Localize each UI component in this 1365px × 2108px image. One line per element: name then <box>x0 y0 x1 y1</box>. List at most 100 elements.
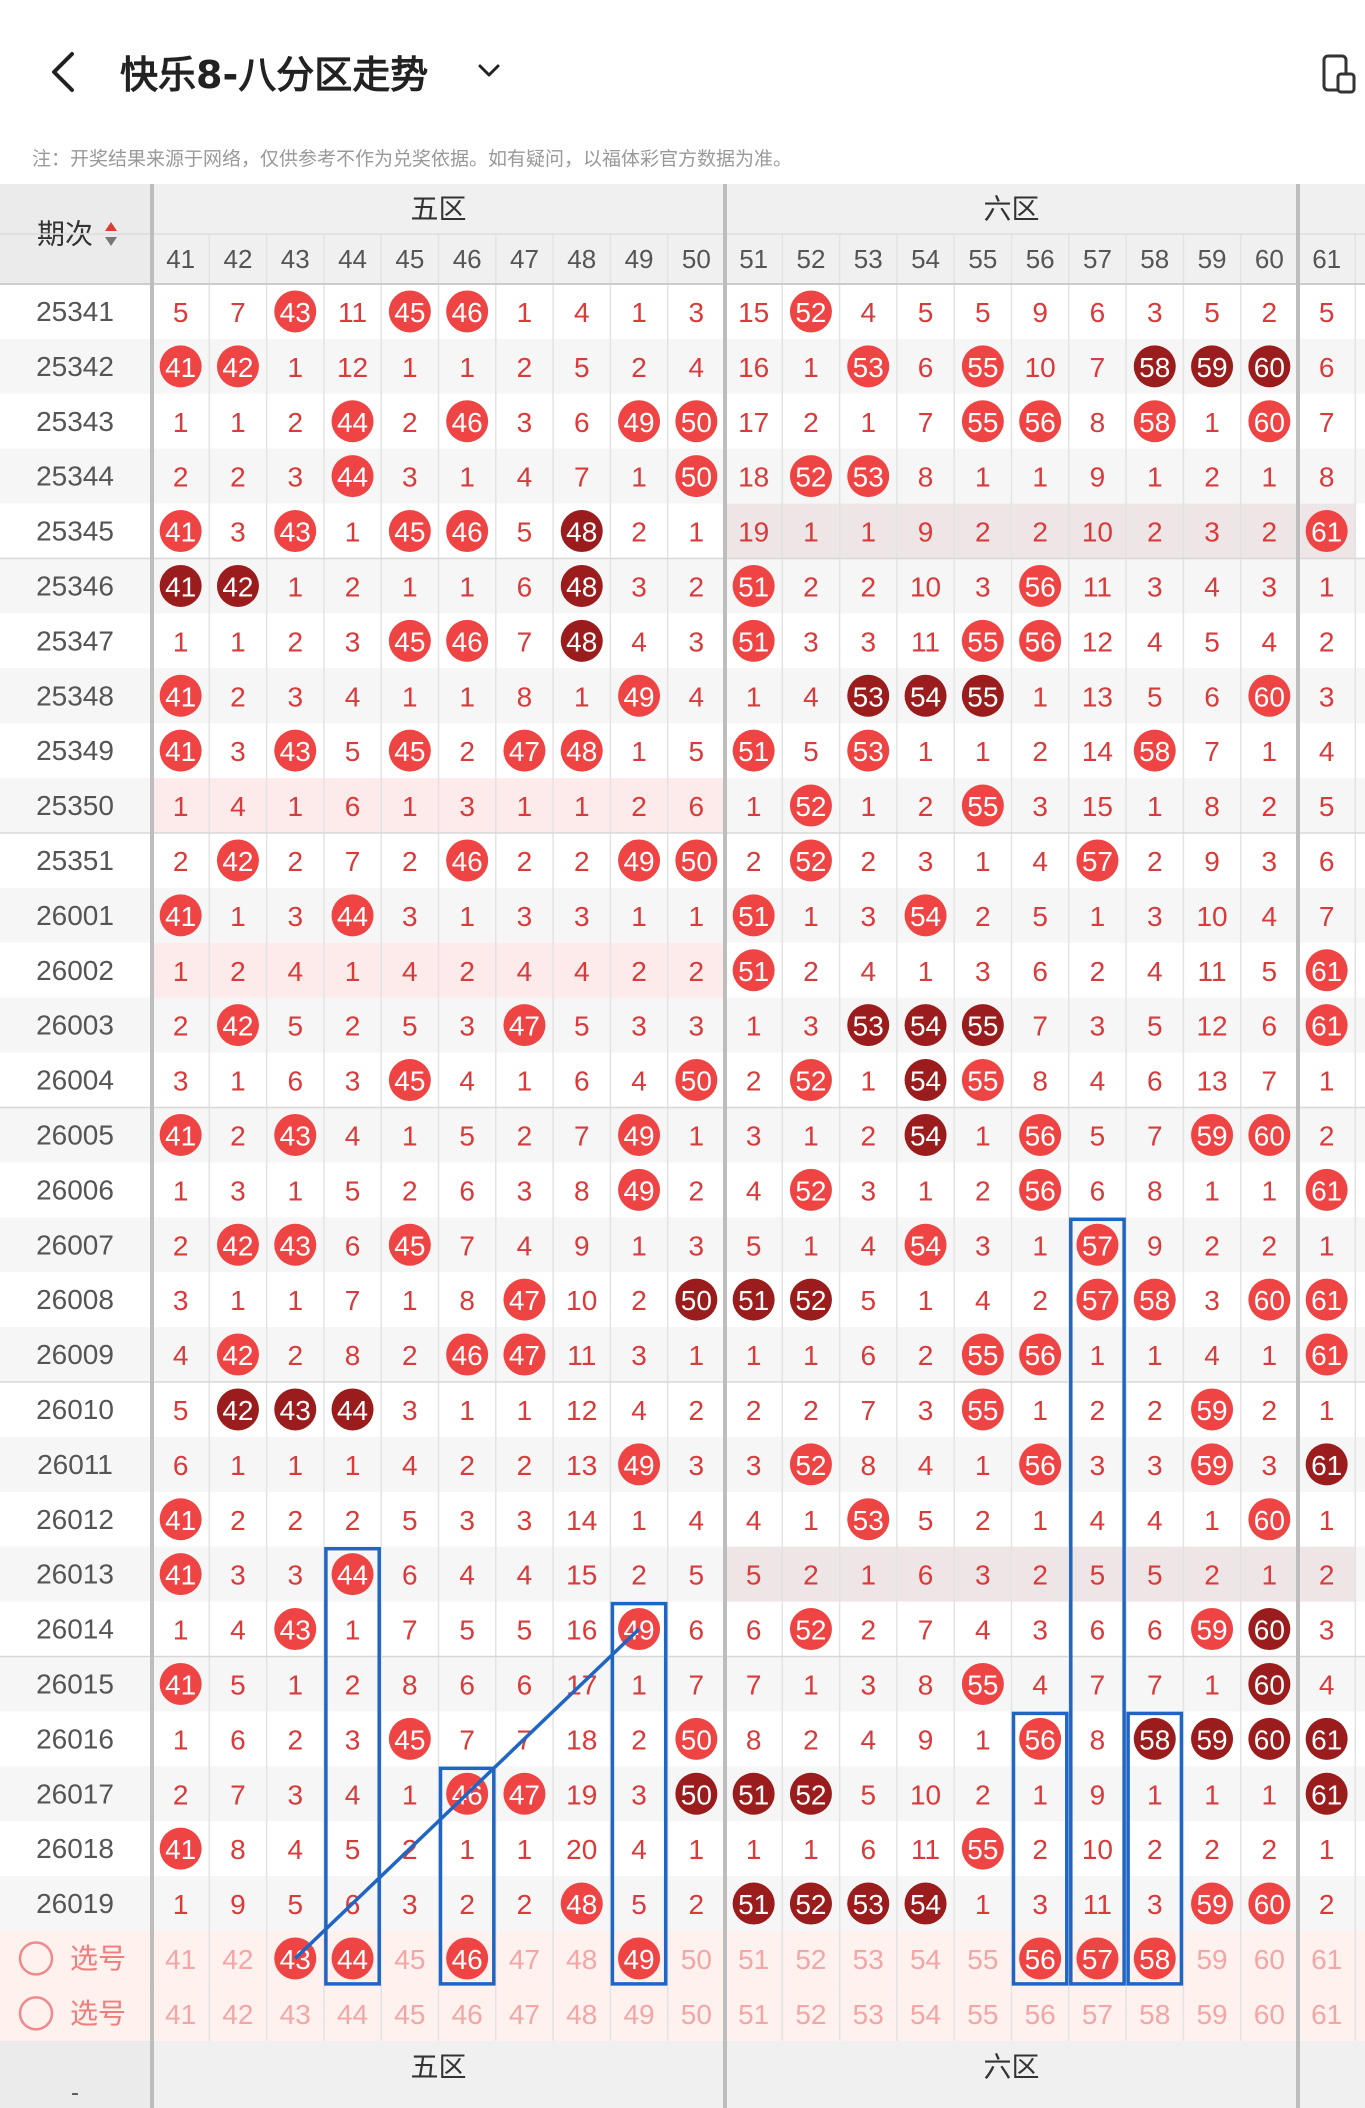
selectable-number[interactable]: 61 <box>1311 1944 1342 1975</box>
omission-count: 5 <box>860 1779 876 1810</box>
selected-ball[interactable] <box>446 1937 489 1980</box>
omission-count: 1 <box>173 956 189 987</box>
selected-number[interactable]: 58 <box>1139 1944 1170 1975</box>
omission-count: 3 <box>345 1066 361 1097</box>
omission-count: 2 <box>1032 1560 1048 1591</box>
omission-count: 3 <box>230 517 246 548</box>
selectable-number[interactable]: 54 <box>910 1999 941 2030</box>
selectable-number[interactable]: 43 <box>280 1999 311 2030</box>
selectable-number[interactable]: 41 <box>165 1944 196 1975</box>
chevron-down-icon[interactable] <box>474 56 504 86</box>
drawn-ball <box>961 619 1004 662</box>
omission-count: 2 <box>1147 517 1163 548</box>
selectable-number[interactable]: 55 <box>967 1999 998 2030</box>
omission-count: 2 <box>1262 297 1278 328</box>
period-label: 26012 <box>36 1504 114 1535</box>
selectable-number[interactable]: 54 <box>910 1944 941 1975</box>
selected-ball[interactable] <box>1076 1937 1119 1980</box>
omission-count: 1 <box>689 1120 705 1151</box>
selectable-number[interactable]: 57 <box>1082 1999 1113 2030</box>
selectable-number[interactable]: 49 <box>623 1999 654 2030</box>
page-title[interactable]: 快乐8-八分区走势 <box>120 53 429 97</box>
omission-count: 1 <box>689 517 705 548</box>
selectable-number[interactable]: 52 <box>795 1999 826 2030</box>
device-switch-icon[interactable] <box>1318 52 1358 96</box>
selectable-number[interactable]: 46 <box>452 1999 483 2030</box>
selected-number[interactable]: 49 <box>623 1944 654 1975</box>
drawn-ball <box>789 1772 832 1815</box>
row-stripe <box>0 1876 1365 1931</box>
omission-count: 4 <box>1204 571 1220 602</box>
selected-number[interactable]: 56 <box>1025 1944 1056 1975</box>
omission-count: 2 <box>918 791 934 822</box>
drawn-number: 57 <box>1082 846 1113 877</box>
selectable-number[interactable]: 51 <box>738 1944 769 1975</box>
omission-count: 2 <box>1319 626 1335 657</box>
table-footer-bg <box>0 2040 1365 2108</box>
selectable-number[interactable]: 50 <box>681 1944 712 1975</box>
select-radio-icon[interactable] <box>18 1941 54 1976</box>
column-number: 60 <box>1255 244 1284 274</box>
selectable-number[interactable]: 48 <box>566 1944 597 1975</box>
selectable-number[interactable]: 45 <box>394 1944 425 1975</box>
select-label[interactable]: 选号 <box>70 1998 126 2029</box>
selectable-number[interactable]: 53 <box>853 1944 884 1975</box>
drawn-number: 55 <box>967 407 998 438</box>
selectable-number[interactable]: 47 <box>509 1944 540 1975</box>
selectable-number[interactable]: 61 <box>1311 1999 1342 2030</box>
drawn-ball <box>732 619 775 662</box>
drawn-number: 45 <box>394 736 425 767</box>
selected-ball[interactable] <box>1019 1937 1062 1980</box>
omission-count: 2 <box>975 1505 991 1536</box>
selectable-number[interactable]: 42 <box>222 1999 253 2030</box>
selectable-number[interactable]: 59 <box>1196 1999 1227 2030</box>
selected-number[interactable]: 44 <box>337 1944 368 1975</box>
omission-count: 12 <box>337 352 368 383</box>
selected-ball[interactable] <box>618 1937 661 1980</box>
selectable-number[interactable]: 51 <box>738 1999 769 2030</box>
sort-down-icon[interactable] <box>105 237 117 246</box>
omission-count: 2 <box>402 1175 418 1206</box>
sort-up-icon[interactable] <box>105 222 117 231</box>
omission-count: 1 <box>1262 1175 1278 1206</box>
selectable-number[interactable]: 56 <box>1025 1999 1056 2030</box>
omission-count: 2 <box>689 1395 705 1426</box>
drawn-ball <box>675 1772 718 1815</box>
selectable-number[interactable]: 50 <box>681 1999 712 2030</box>
selectable-number[interactable]: 60 <box>1254 1999 1285 2030</box>
omission-count: 5 <box>517 1615 533 1646</box>
selected-ball[interactable] <box>331 1937 374 1980</box>
selectable-number[interactable]: 41 <box>165 1999 196 2030</box>
omission-count: 3 <box>287 1779 303 1810</box>
selectable-number[interactable]: 55 <box>967 1944 998 1975</box>
drawn-ball <box>1305 1278 1348 1321</box>
selectable-number[interactable]: 44 <box>337 1999 368 2030</box>
omission-count: 4 <box>287 956 303 987</box>
zone-header: 六区 <box>983 194 1039 225</box>
drawn-number: 53 <box>853 462 884 493</box>
selectable-number[interactable]: 45 <box>394 1999 425 2030</box>
sort-icon[interactable] <box>105 222 117 246</box>
omission-count: 4 <box>1090 1505 1106 1536</box>
select-label[interactable]: 选号 <box>70 1943 126 1974</box>
selected-number[interactable]: 46 <box>452 1944 483 1975</box>
selectable-number[interactable]: 47 <box>509 1999 540 2030</box>
selectable-number[interactable]: 53 <box>853 1999 884 2030</box>
selectable-number[interactable]: 58 <box>1139 1999 1170 2030</box>
omission-count: 4 <box>1319 736 1335 767</box>
selected-ball[interactable] <box>1133 1937 1176 1980</box>
selectable-number[interactable]: 42 <box>222 1944 253 1975</box>
selectable-number[interactable]: 59 <box>1196 1944 1227 1975</box>
omission-count: 7 <box>746 1669 762 1700</box>
drawn-ball <box>675 400 718 443</box>
select-radio-icon[interactable] <box>18 1996 54 2031</box>
omission-count: 3 <box>517 1505 533 1536</box>
selectable-number[interactable]: 48 <box>566 1999 597 2030</box>
omission-count: 7 <box>1032 1011 1048 1042</box>
selected-number[interactable]: 57 <box>1082 1944 1113 1975</box>
omission-count: 1 <box>1319 1066 1335 1097</box>
back-arrow-icon[interactable] <box>44 48 84 96</box>
selectable-number[interactable]: 52 <box>795 1944 826 1975</box>
omission-count: 5 <box>230 1669 246 1700</box>
selectable-number[interactable]: 60 <box>1254 1944 1285 1975</box>
